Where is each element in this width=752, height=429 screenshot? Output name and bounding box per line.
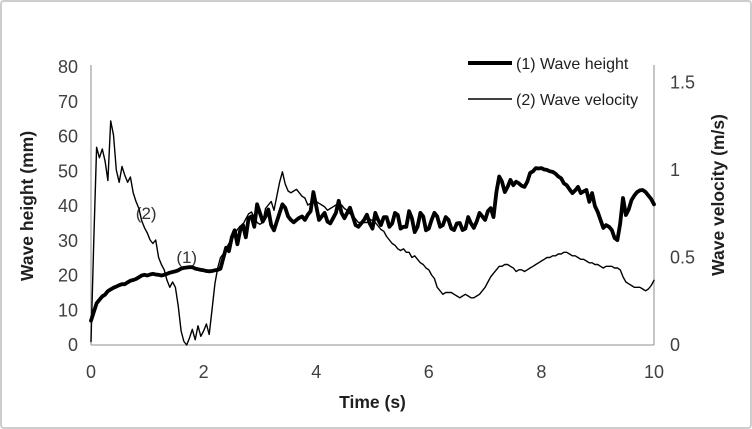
y-axis-left-tick-label: 50 (58, 161, 78, 181)
y-axis-left-tick-label: 70 (58, 92, 78, 112)
y-axis-left-tick-label: 10 (58, 300, 78, 320)
y-axis-left-tick-label: 60 (58, 127, 78, 147)
y-axis-right-tick-label: 0 (670, 335, 680, 355)
y-axis-right-tick-label: 0.5 (670, 248, 695, 268)
y-axis-right-tick-label: 1 (670, 160, 680, 180)
x-axis-tick-label: 4 (311, 362, 321, 382)
legend-item-wave-height: (1) Wave height (468, 56, 629, 73)
wave-velocity-series-line (90, 120, 655, 346)
y-axis-right-tick-label: 1.5 (670, 73, 695, 93)
x-axis-tick-label: 0 (86, 362, 96, 382)
x-axis-tick-label: 2 (199, 362, 209, 382)
legend-label: (1) Wave height (516, 56, 629, 73)
y-axis-right-title: Wave velocity (m/s) (708, 114, 728, 276)
x-axis-tick-label: 10 (644, 362, 664, 382)
y-axis-left-tick-label: 0 (68, 335, 78, 355)
y-axis-left-tick-label: 80 (58, 57, 78, 77)
legend-label: (2) Wave velocity (516, 92, 638, 109)
x-axis-tick-label: 6 (424, 362, 434, 382)
legend-item-wave-velocity: (2) Wave velocity (468, 92, 638, 109)
x-axis-tick-label: 8 (536, 362, 546, 382)
y-axis-left-tick-label: 30 (58, 231, 78, 251)
y-axis-left-tick-label: 40 (58, 196, 78, 216)
wave-height-series-line (89, 166, 656, 323)
y-axis-left-title: Wave height (mm) (17, 131, 37, 281)
x-axis-title: Time (s) (339, 392, 406, 412)
y-axis-left-tick-label: 20 (58, 266, 78, 286)
series-annotation-label: (1) (176, 248, 197, 267)
